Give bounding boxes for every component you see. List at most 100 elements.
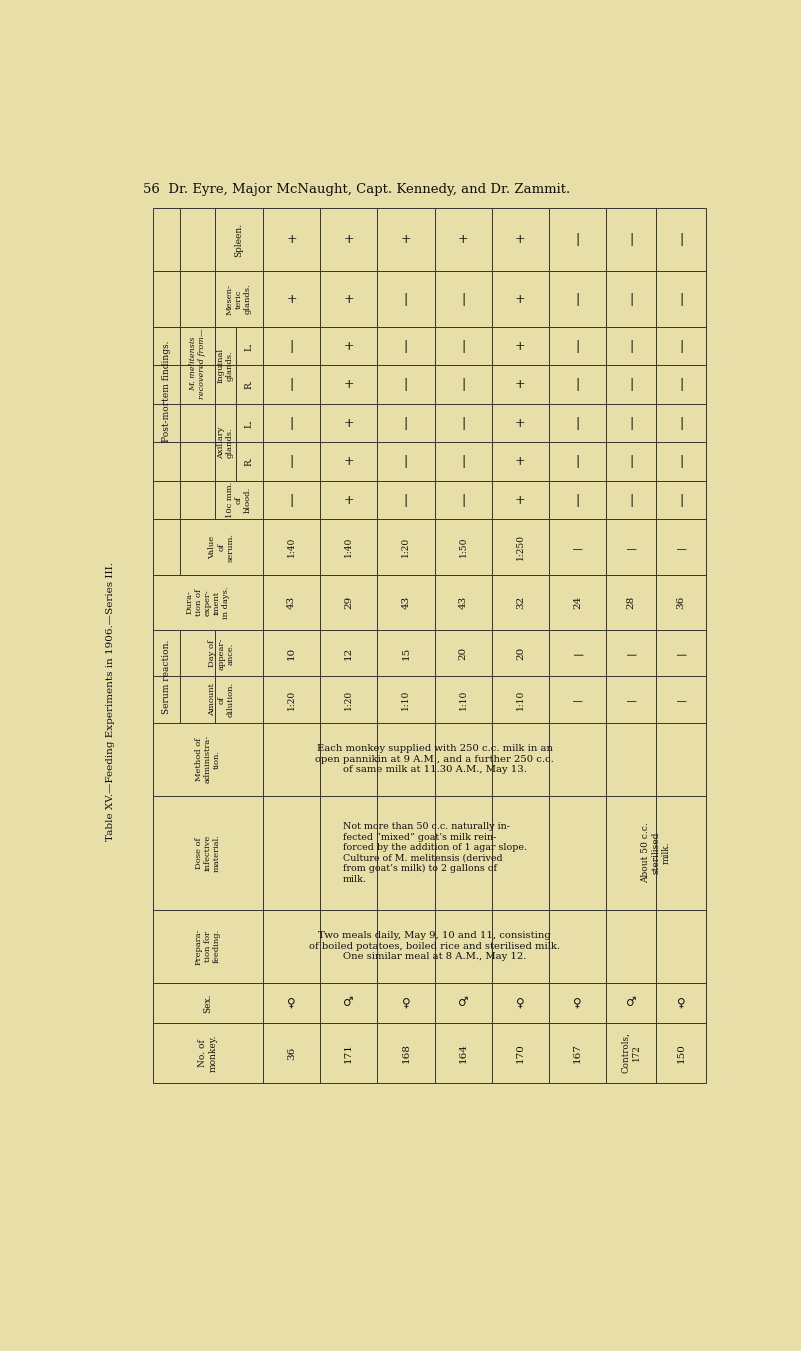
Text: 15: 15: [401, 647, 410, 661]
Text: ♀: ♀: [677, 997, 686, 1009]
Text: About 50 c.c.
sterilised
milk.: About 50 c.c. sterilised milk.: [642, 823, 671, 884]
Text: 29: 29: [344, 596, 353, 609]
Text: L.: L.: [245, 342, 254, 351]
Text: 1:40: 1:40: [344, 536, 353, 557]
Text: No. of
monkey.: No. of monkey.: [198, 1035, 218, 1071]
Text: |: |: [461, 455, 465, 469]
Text: |: |: [404, 455, 408, 469]
Text: L.: L.: [245, 419, 254, 427]
Text: 164: 164: [459, 1043, 468, 1063]
Text: |: |: [289, 455, 294, 469]
Text: +: +: [400, 234, 411, 246]
Text: Two meals daily, May 9, 10 and 11, consisting
of boiled potatoes, boiled rice an: Two meals daily, May 9, 10 and 11, consi…: [309, 931, 560, 962]
Text: |: |: [679, 416, 683, 430]
Text: ♀: ♀: [516, 997, 525, 1009]
Text: +: +: [458, 234, 469, 246]
Text: |: |: [461, 416, 465, 430]
Text: |: |: [573, 651, 582, 655]
Text: 167: 167: [573, 1043, 582, 1063]
Text: |: |: [289, 339, 294, 353]
Text: M. melitensis
recovered from—: M. melitensis recovered from—: [189, 328, 206, 400]
Text: +: +: [515, 234, 525, 246]
Text: |: |: [575, 416, 580, 430]
Text: Inguinal
glands.: Inguinal glands.: [217, 347, 234, 382]
Text: +: +: [515, 293, 525, 305]
Text: 1:40: 1:40: [287, 536, 296, 557]
Text: 12: 12: [344, 647, 353, 661]
Text: |: |: [461, 378, 465, 392]
Text: |: |: [575, 455, 580, 469]
Text: +: +: [344, 234, 354, 246]
Text: +: +: [344, 493, 354, 507]
Text: Day of
appear-
ance.: Day of appear- ance.: [208, 638, 235, 670]
Text: |: |: [629, 493, 634, 507]
Text: 10c mm.
of
blood.: 10c mm. of blood.: [226, 482, 252, 519]
Text: Mesen-
teric
glands.: Mesen- teric glands.: [226, 284, 252, 315]
Text: |: |: [679, 293, 683, 305]
Text: |: |: [575, 293, 580, 305]
Text: |: |: [629, 378, 634, 392]
Text: |: |: [679, 455, 683, 469]
Text: +: +: [344, 293, 354, 305]
Text: 10: 10: [287, 647, 296, 661]
Text: Post-mortem findings.: Post-mortem findings.: [162, 340, 171, 442]
Text: 1:10: 1:10: [459, 689, 468, 709]
Text: ♂: ♂: [344, 997, 354, 1009]
Text: |: |: [626, 546, 636, 549]
Text: Serum reaction.: Serum reaction.: [162, 639, 171, 713]
Text: Each monkey supplied with 250 c.c. milk in an
open pannikin at 9 A.M., and a fur: Each monkey supplied with 250 c.c. milk …: [315, 744, 554, 774]
Text: 20: 20: [459, 647, 468, 661]
Text: 56  Dr. Eyre, Major McNaught, Capt. Kennedy, and Dr. Zammit.: 56 Dr. Eyre, Major McNaught, Capt. Kenne…: [143, 184, 570, 196]
Text: |: |: [289, 378, 294, 392]
Text: Dose of
infective
material.: Dose of infective material.: [195, 834, 221, 871]
Text: |: |: [404, 416, 408, 430]
Text: +: +: [286, 293, 297, 305]
Text: Table XV.—Feeding Experiments in 1906.—Series III.: Table XV.—Feeding Experiments in 1906.—S…: [106, 562, 115, 840]
Text: |: |: [573, 698, 582, 701]
Text: |: |: [679, 378, 683, 392]
Text: |: |: [629, 455, 634, 469]
Text: +: +: [515, 455, 525, 469]
Text: 1:20: 1:20: [344, 689, 353, 709]
Text: +: +: [344, 416, 354, 430]
Text: +: +: [344, 455, 354, 469]
Text: Amount
of
dilution.: Amount of dilution.: [208, 682, 235, 717]
Text: +: +: [515, 339, 525, 353]
Text: |: |: [676, 698, 686, 701]
Text: |: |: [629, 416, 634, 430]
Text: |: |: [676, 546, 686, 549]
Text: 43: 43: [401, 596, 410, 609]
Text: 43: 43: [287, 596, 296, 609]
Text: |: |: [676, 651, 686, 655]
Text: 1:20: 1:20: [287, 689, 296, 709]
Text: |: |: [404, 293, 408, 305]
Text: ♀: ♀: [288, 997, 296, 1009]
Text: |: |: [629, 339, 634, 353]
Text: |: |: [289, 493, 294, 507]
Text: 32: 32: [516, 596, 525, 609]
Text: 36: 36: [677, 596, 686, 609]
Text: ♂: ♂: [626, 997, 637, 1009]
Text: Spleen.: Spleen.: [235, 223, 244, 257]
Text: R.: R.: [245, 380, 254, 389]
Text: 1:10: 1:10: [401, 689, 410, 709]
Text: |: |: [626, 651, 636, 655]
Text: |: |: [575, 493, 580, 507]
Text: |: |: [575, 234, 580, 246]
Text: |: |: [461, 493, 465, 507]
Text: +: +: [515, 378, 525, 392]
Text: ♀: ♀: [401, 997, 410, 1009]
Text: 1:50: 1:50: [459, 536, 468, 558]
Text: 150: 150: [677, 1043, 686, 1063]
Text: 171: 171: [344, 1043, 353, 1063]
Text: +: +: [286, 234, 297, 246]
Text: 1:10: 1:10: [516, 689, 525, 709]
Text: 168: 168: [401, 1043, 410, 1063]
Text: |: |: [404, 339, 408, 353]
Text: +: +: [344, 339, 354, 353]
Text: |: |: [679, 493, 683, 507]
Text: 1:250: 1:250: [516, 534, 525, 561]
Text: 36: 36: [287, 1047, 296, 1059]
Text: +: +: [344, 378, 354, 392]
Text: |: |: [289, 416, 294, 430]
